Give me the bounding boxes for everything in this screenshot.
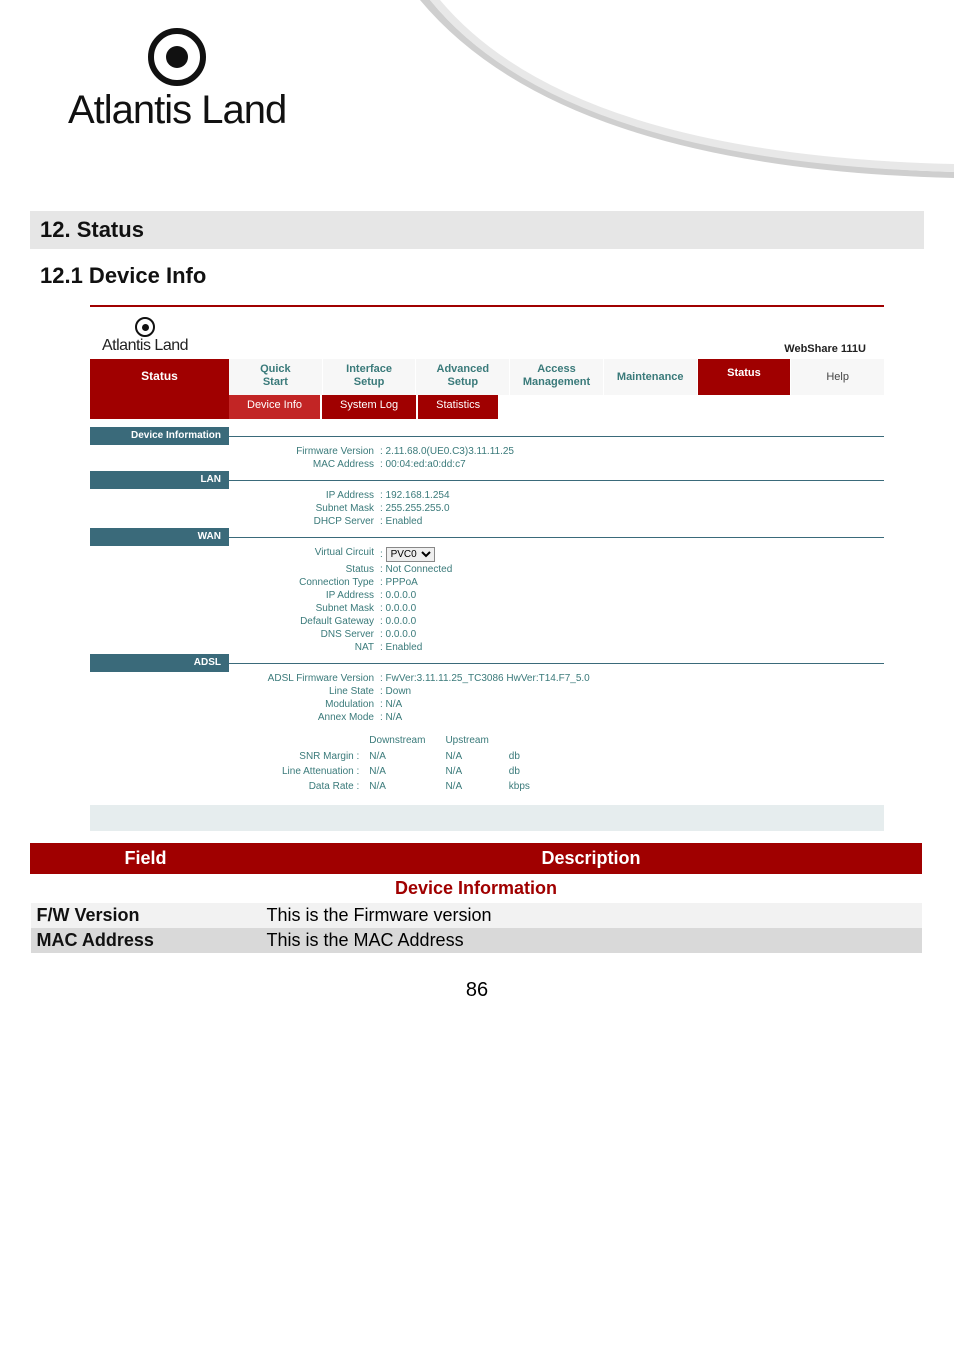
lan-ip-value: : 192.168.1.254 (380, 490, 450, 501)
adsl-fw-value: : FwVer:3.11.11.25_TC3086 HwVer:T14.F7_5… (380, 673, 590, 684)
att-label: Line Attenuation : (282, 765, 367, 778)
lan-mask-label: Subnet Mask (90, 503, 380, 514)
section-lan: LAN (90, 471, 229, 489)
desc-row-desc: This is the Firmware version (261, 903, 922, 928)
wan-dns-label: DNS Server (90, 629, 380, 640)
col-upstream: Upstream (445, 734, 506, 748)
adsl-line-label: Line State (90, 686, 380, 697)
adsl-stats-table: DownstreamUpstream SNR Margin :N/AN/Adb … (280, 732, 550, 795)
desc-hdr-field: Field (31, 844, 261, 874)
snr-unit: db (509, 750, 548, 763)
fw-version-label: Firmware Version (90, 446, 380, 457)
rate-unit: kbps (509, 780, 548, 793)
router-footer-bar (90, 805, 884, 831)
rate-up: N/A (445, 780, 506, 793)
lan-dhcp-value: : Enabled (380, 516, 422, 527)
wan-dns-value: : 0.0.0.0 (380, 629, 416, 640)
att-unit: db (509, 765, 548, 778)
snr-label: SNR Margin : (282, 750, 367, 763)
wan-mask-label: Subnet Mask (90, 603, 380, 614)
section-adsl: ADSL (90, 654, 229, 672)
wan-nat-value: : Enabled (380, 642, 422, 653)
router-logo: Atlantis Land (102, 317, 188, 355)
adsl-annex-value: : N/A (380, 712, 402, 723)
mac-label: MAC Address (90, 459, 380, 470)
rate-label: Data Rate : (282, 780, 367, 793)
tab-maintenance[interactable]: Maintenance (603, 359, 697, 395)
wan-gw-value: : 0.0.0.0 (380, 616, 416, 627)
mac-value: : 00:04:ed:a0:dd:c7 (380, 459, 466, 470)
subtab-device-info[interactable]: Device Info (229, 395, 322, 419)
lan-ip-label: IP Address (90, 490, 380, 501)
adsl-fw-label: ADSL Firmware Version (90, 673, 380, 684)
subtab-statistics[interactable]: Statistics (418, 395, 500, 419)
page-number: 86 (0, 979, 954, 1002)
sub-nav: Device Info System Log Statistics (229, 395, 884, 419)
eye-icon (148, 28, 206, 86)
tab-help[interactable]: Help (790, 359, 884, 395)
eye-icon (135, 317, 155, 337)
adsl-annex-label: Annex Mode (90, 712, 380, 723)
brand-name: Atlantis Land (68, 88, 286, 133)
wan-ip-label: IP Address (90, 590, 380, 601)
router-ui-screenshot: Atlantis Land WebShare 111U Status Quick… (90, 305, 884, 831)
snr-down: N/A (369, 750, 443, 763)
wan-ctype-label: Connection Type (90, 577, 380, 588)
wan-status-label: Status (90, 564, 380, 575)
desc-row-field: MAC Address (31, 928, 261, 953)
adsl-mod-value: : N/A (380, 699, 402, 710)
wan-ctype-value: : PPPoA (380, 577, 418, 588)
wan-nat-label: NAT (90, 642, 380, 653)
tab-advanced-setup[interactable]: AdvancedSetup (415, 359, 509, 395)
adsl-line-value: : Down (380, 686, 411, 697)
sidebar-status: Status (90, 359, 229, 419)
wan-status-value: : Not Connected (380, 564, 452, 575)
wan-vc-label: Virtual Circuit (90, 547, 380, 562)
desc-hdr-description: Description (261, 844, 922, 874)
subtab-system-log[interactable]: System Log (322, 395, 418, 419)
desc-subhdr: Device Information (31, 874, 922, 904)
lan-dhcp-label: DHCP Server (90, 516, 380, 527)
lan-mask-value: : 255.255.255.0 (380, 503, 450, 514)
section-heading: 12. Status (30, 211, 924, 249)
section-wan: WAN (90, 528, 229, 546)
att-up: N/A (445, 765, 506, 778)
tab-interface-setup[interactable]: InterfaceSetup (322, 359, 416, 395)
desc-row-field: F/W Version (31, 903, 261, 928)
tab-status[interactable]: Status (697, 359, 791, 395)
main-nav: QuickStart InterfaceSetup AdvancedSetup … (229, 359, 884, 395)
subsection-heading: 12.1 Device Info (30, 249, 924, 299)
tab-access-management[interactable]: AccessManagement (509, 359, 603, 395)
router-model: WebShare 111U (784, 343, 872, 355)
rate-down: N/A (369, 780, 443, 793)
brand-logo: Atlantis Land (0, 0, 954, 133)
wan-mask-value: : 0.0.0.0 (380, 603, 416, 614)
router-brand: Atlantis Land (102, 337, 188, 355)
section-device-info: Device Information (90, 427, 229, 445)
desc-row-desc: This is the MAC Address (261, 928, 922, 953)
wan-vc-select[interactable]: PVC0 (386, 547, 435, 562)
snr-up: N/A (445, 750, 506, 763)
wan-gw-label: Default Gateway (90, 616, 380, 627)
description-table: Field Description Device Information F/W… (30, 843, 922, 953)
tab-quick-start[interactable]: QuickStart (229, 359, 322, 395)
col-downstream: Downstream (369, 734, 443, 748)
adsl-mod-label: Modulation (90, 699, 380, 710)
att-down: N/A (369, 765, 443, 778)
wan-ip-value: : 0.0.0.0 (380, 590, 416, 601)
fw-version-value: : 2.11.68.0(UE0.C3)3.11.11.25 (380, 446, 514, 457)
